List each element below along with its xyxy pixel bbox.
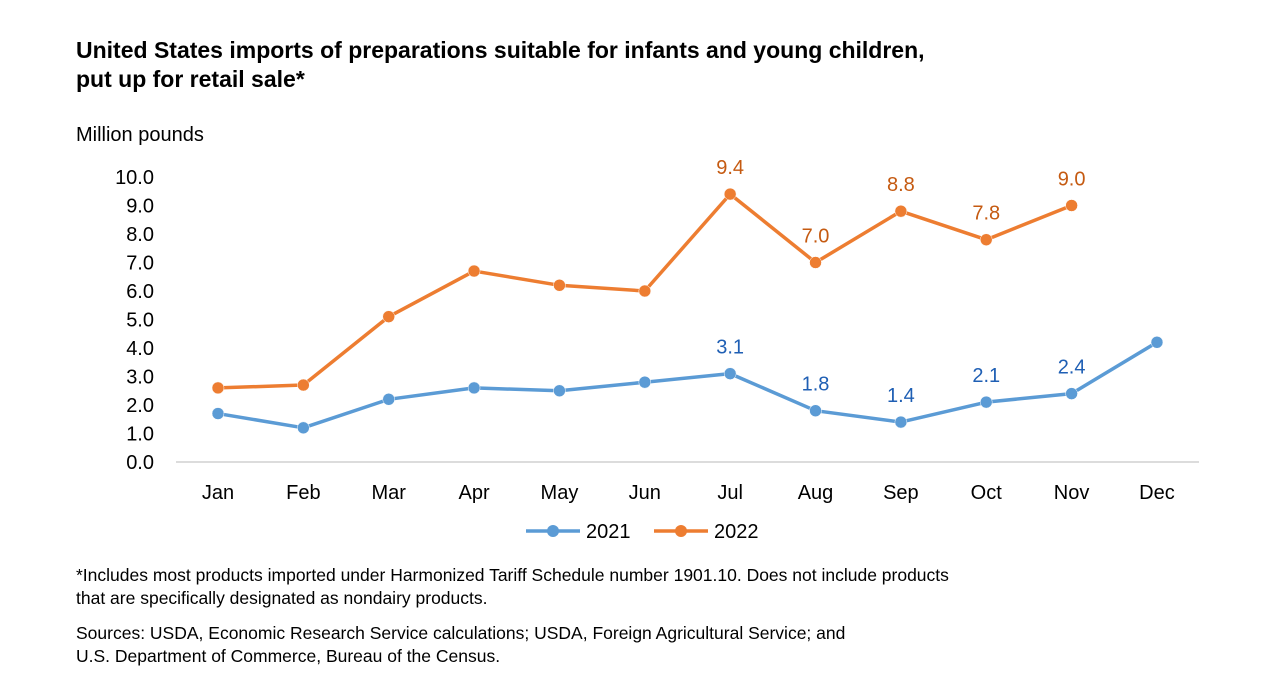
data-point-2021 xyxy=(638,375,652,389)
data-point-2021 xyxy=(894,415,908,429)
data-label-2021: 2.4 xyxy=(1058,357,1086,379)
data-point-2022 xyxy=(979,233,993,246)
data-label-2022: 8.8 xyxy=(887,174,915,196)
sources: Sources: USDA, Economic Research Service… xyxy=(76,622,1226,668)
x-tick-label: Aug xyxy=(798,482,834,504)
data-label-2022: 9.4 xyxy=(716,157,744,179)
data-point-2022 xyxy=(211,381,225,395)
data-point-2022 xyxy=(809,256,822,269)
data-point-2021 xyxy=(553,384,566,397)
data-point-2021 xyxy=(297,421,310,435)
x-tick-label: Apr xyxy=(459,482,490,504)
data-point-2022 xyxy=(553,279,566,292)
footnote-line: *Includes most products imported under H… xyxy=(76,565,949,585)
y-tick-label: 5.0 xyxy=(126,310,154,332)
x-tick-label: Jun xyxy=(629,482,661,504)
x-tick-label: Jan xyxy=(202,482,234,504)
x-tick-label: Feb xyxy=(286,482,320,504)
x-tick-label: Oct xyxy=(971,482,1003,504)
y-tick-label: 10.0 xyxy=(115,167,154,189)
data-point-2021 xyxy=(467,381,481,395)
chart-title: United States imports of preparations su… xyxy=(76,36,1226,94)
data-label-2021: 3.1 xyxy=(716,337,744,359)
y-tick-label: 9.0 xyxy=(126,196,154,218)
legend-marker-2021 xyxy=(547,525,559,537)
data-point-2022 xyxy=(894,204,908,218)
x-tick-label: Jul xyxy=(717,482,743,504)
y-axis-label: Million pounds xyxy=(76,124,204,146)
x-tick-label: May xyxy=(541,482,579,504)
sources-line: U.S. Department of Commerce, Bureau of t… xyxy=(76,646,501,666)
legend-label-2022: 2022 xyxy=(714,521,759,543)
y-tick-label: 6.0 xyxy=(126,281,154,303)
data-point-2021 xyxy=(1065,387,1078,400)
y-tick-label: 2.0 xyxy=(126,395,154,417)
data-label-2022: 7.8 xyxy=(972,203,1000,225)
data-label-2021: 1.8 xyxy=(802,374,830,396)
data-point-2022 xyxy=(723,187,737,201)
series-line-2021 xyxy=(217,340,1158,430)
title-line: United States imports of preparations su… xyxy=(76,37,925,63)
x-tick-label: Mar xyxy=(371,482,406,504)
data-point-2021 xyxy=(211,407,225,420)
data-label-2022: 7.0 xyxy=(802,226,830,248)
y-tick-label: 7.0 xyxy=(126,253,154,275)
y-tick-label: 1.0 xyxy=(126,424,154,446)
data-point-2021 xyxy=(1150,336,1164,349)
data-point-2022 xyxy=(382,310,395,323)
data-point-2022 xyxy=(638,284,652,298)
legend-marker-2022 xyxy=(675,525,687,537)
y-tick-label: 8.0 xyxy=(126,224,154,246)
footnote: *Includes most products imported under H… xyxy=(76,564,1226,610)
sources-line: Sources: USDA, Economic Research Service… xyxy=(76,623,846,643)
legend-label-2021: 2021 xyxy=(586,521,631,543)
y-tick-label: 0.0 xyxy=(126,452,154,474)
data-label-2022: 9.0 xyxy=(1058,169,1086,191)
y-tick-label: 4.0 xyxy=(126,338,154,360)
data-point-2022 xyxy=(297,378,310,392)
data-point-2022 xyxy=(467,264,481,278)
data-point-2021 xyxy=(382,393,395,406)
data-point-2021 xyxy=(723,367,737,380)
title-line: put up for retail sale* xyxy=(76,66,305,92)
x-tick-label: Nov xyxy=(1054,482,1090,504)
y-tick-label: 3.0 xyxy=(126,367,154,389)
footnote-line: that are specifically designated as nond… xyxy=(76,588,488,608)
data-point-2022 xyxy=(1065,199,1078,212)
data-label-2021: 2.1 xyxy=(972,365,1000,387)
data-point-2021 xyxy=(809,404,822,417)
x-tick-label: Sep xyxy=(883,482,919,504)
x-tick-label: Dec xyxy=(1139,482,1175,504)
data-label-2021: 1.4 xyxy=(887,385,915,407)
data-point-2021 xyxy=(979,395,993,409)
